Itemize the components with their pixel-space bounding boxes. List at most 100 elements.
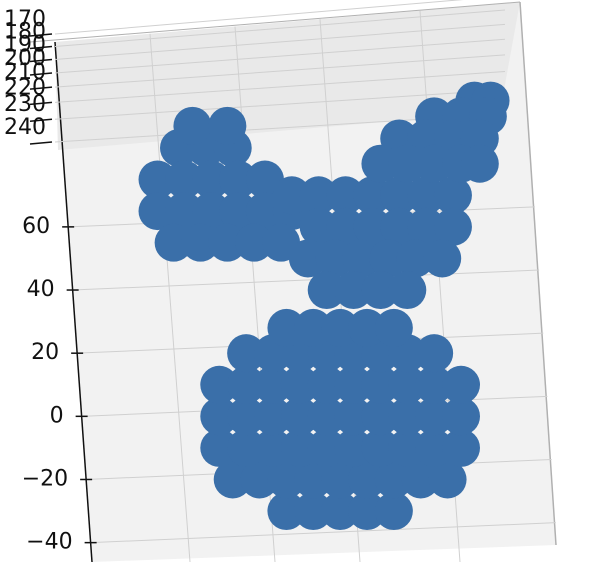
right-edge bbox=[519, 1, 557, 546]
point bbox=[227, 365, 266, 404]
point bbox=[165, 192, 204, 231]
point bbox=[267, 308, 306, 347]
point bbox=[374, 492, 413, 531]
point bbox=[380, 207, 419, 246]
point bbox=[361, 397, 400, 436]
point bbox=[361, 365, 400, 404]
point bbox=[240, 460, 279, 499]
point bbox=[200, 397, 239, 436]
point bbox=[315, 239, 354, 278]
point bbox=[254, 397, 292, 436]
point bbox=[361, 144, 400, 183]
point bbox=[442, 365, 480, 404]
y-tick-label: 170 bbox=[4, 7, 46, 32]
point bbox=[415, 397, 454, 436]
point bbox=[433, 207, 472, 246]
point bbox=[299, 176, 338, 215]
point bbox=[165, 160, 204, 199]
point bbox=[200, 428, 239, 467]
point bbox=[348, 460, 386, 499]
point bbox=[138, 192, 177, 231]
point bbox=[267, 460, 306, 499]
point bbox=[428, 460, 467, 499]
point bbox=[415, 144, 454, 183]
point bbox=[307, 428, 346, 467]
point bbox=[280, 428, 319, 467]
y-tick-label: 220 bbox=[4, 75, 46, 100]
point bbox=[254, 365, 292, 404]
point bbox=[254, 428, 292, 467]
point bbox=[442, 397, 480, 436]
point bbox=[154, 223, 193, 262]
tick-mark bbox=[29, 118, 53, 122]
point bbox=[326, 176, 365, 215]
point bbox=[267, 492, 306, 531]
grid-line bbox=[54, 23, 506, 60]
point bbox=[407, 207, 446, 246]
point bbox=[396, 239, 435, 278]
point bbox=[192, 160, 231, 199]
point bbox=[423, 239, 462, 278]
point bbox=[192, 192, 231, 231]
point bbox=[334, 397, 373, 436]
point bbox=[353, 176, 392, 215]
point bbox=[374, 308, 413, 347]
point bbox=[219, 192, 258, 231]
point bbox=[213, 460, 252, 499]
point bbox=[388, 365, 427, 404]
z-tick-label: 60 bbox=[22, 214, 50, 239]
point bbox=[321, 308, 360, 347]
grid-line bbox=[72, 269, 540, 291]
point bbox=[460, 144, 499, 183]
point bbox=[348, 492, 386, 531]
point bbox=[334, 271, 373, 310]
grid-line bbox=[54, 0, 464, 35]
point bbox=[280, 365, 319, 404]
point bbox=[294, 492, 333, 531]
y-tick-label: 190 bbox=[4, 32, 46, 57]
point bbox=[326, 207, 365, 246]
grid-line bbox=[90, 522, 556, 544]
point bbox=[380, 176, 419, 215]
point bbox=[342, 239, 381, 278]
point bbox=[388, 397, 427, 436]
point bbox=[294, 308, 333, 347]
point bbox=[227, 334, 266, 373]
point bbox=[388, 428, 427, 467]
pane-grid-vertical bbox=[149, 33, 191, 563]
point bbox=[227, 397, 266, 436]
tick-mark bbox=[29, 45, 53, 50]
point bbox=[369, 239, 408, 278]
z-tick-label: −20 bbox=[22, 466, 68, 491]
y-tick-label: 180 bbox=[4, 20, 46, 45]
point bbox=[138, 160, 177, 199]
point bbox=[415, 365, 454, 404]
z-tick-label: 20 bbox=[31, 340, 59, 365]
z-tick-label: −40 bbox=[26, 530, 72, 555]
y-tick-label: 210 bbox=[4, 60, 46, 85]
point bbox=[353, 207, 392, 246]
tick-mark bbox=[29, 72, 53, 76]
tick-mark bbox=[29, 141, 53, 145]
point bbox=[227, 428, 266, 467]
point bbox=[361, 428, 400, 467]
point bbox=[235, 223, 274, 262]
grid-line bbox=[54, 89, 506, 120]
y-tick-label: 240 bbox=[4, 115, 46, 140]
point bbox=[307, 271, 346, 310]
point bbox=[173, 106, 212, 145]
point bbox=[374, 460, 413, 499]
point bbox=[433, 176, 472, 215]
point bbox=[307, 365, 346, 404]
tick-mark bbox=[29, 58, 53, 63]
point bbox=[388, 144, 427, 183]
grid-line bbox=[54, 38, 506, 74]
grid-line bbox=[54, 71, 506, 103]
grid-line bbox=[54, 9, 506, 48]
z-tick-label: 40 bbox=[27, 277, 55, 302]
tick-mark bbox=[29, 101, 53, 106]
top-pane bbox=[55, 2, 520, 150]
point bbox=[415, 428, 454, 467]
